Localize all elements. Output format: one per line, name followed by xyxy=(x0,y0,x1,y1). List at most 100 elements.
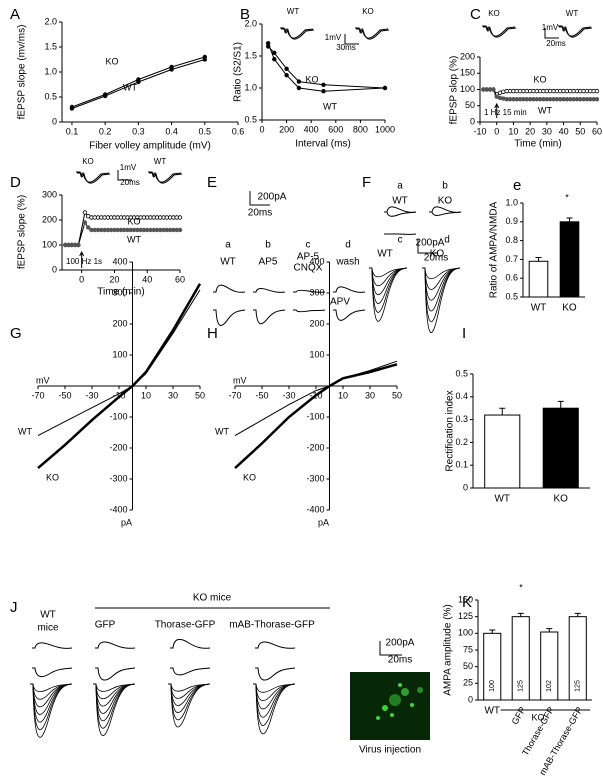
panel-letter: E xyxy=(207,174,217,191)
error-bar xyxy=(499,407,506,416)
y-tick-label: 2.0 xyxy=(44,16,57,26)
trace-label: mice xyxy=(37,623,59,634)
value-label: 125 xyxy=(575,680,582,692)
x-tick-label: -50 xyxy=(58,390,71,400)
panel-letter: B xyxy=(240,6,250,23)
trace-label: d xyxy=(345,240,351,251)
y-tick-label: 100 xyxy=(309,349,324,359)
marker xyxy=(169,67,174,72)
x-tick-label: 800 xyxy=(353,124,368,134)
series-label: KO xyxy=(243,472,256,482)
scale-bar xyxy=(344,34,359,45)
trace xyxy=(170,667,211,676)
y-axis-label: fEPSP slope (%) xyxy=(17,195,28,269)
trace-label: c xyxy=(398,235,403,246)
y-tick-label: 100 xyxy=(458,628,473,638)
x-tick-label: WT xyxy=(484,706,500,717)
y-tick-label: -100 xyxy=(109,411,127,421)
series-label: KO xyxy=(105,56,118,66)
series-label: WT xyxy=(18,426,32,436)
annotation: * xyxy=(519,582,523,592)
marker xyxy=(76,242,81,248)
x-tick-label: 10 xyxy=(338,390,348,400)
trace xyxy=(255,641,296,649)
trace xyxy=(384,211,417,217)
marker xyxy=(382,85,388,91)
error-bar xyxy=(574,612,581,617)
trace-label: Virus injection xyxy=(359,745,421,756)
error-bar xyxy=(535,257,542,262)
series-label: WT xyxy=(123,82,137,92)
y-tick-label: 0.5 xyxy=(455,368,468,378)
trace-label: AP5 xyxy=(259,257,278,268)
trace xyxy=(168,683,211,728)
annotation: 1mV xyxy=(120,163,137,172)
x-axis-label: mV xyxy=(233,375,247,385)
marker xyxy=(86,225,91,230)
trace xyxy=(95,667,136,681)
x-tick-label: -70 xyxy=(228,390,241,400)
x-axis-label: mV xyxy=(36,375,50,385)
y-axis-label: pA xyxy=(318,517,329,527)
y-tick-label: 200 xyxy=(112,318,127,328)
y-tick-label: 0.5 xyxy=(44,91,57,101)
scale-bar xyxy=(417,239,438,254)
y-tick-label: 300 xyxy=(112,287,127,297)
x-tick-label: WT xyxy=(531,303,547,314)
series-label: WT xyxy=(215,426,229,436)
y-axis-label: Ratio (S2/S1) xyxy=(233,42,244,102)
marker xyxy=(102,93,108,99)
panel-letter: I xyxy=(462,325,466,342)
error-bar xyxy=(566,217,573,222)
marker xyxy=(272,57,277,62)
y-tick-label: 0 xyxy=(468,694,473,704)
trace-label: AP-5 xyxy=(297,252,320,263)
y-tick-label: 300 xyxy=(309,287,324,297)
annotation: * xyxy=(565,192,569,202)
x-tick-label: -10 xyxy=(473,126,486,136)
bar xyxy=(528,260,549,298)
y-axis-label: fEPSP slope (mv/ms) xyxy=(17,25,28,120)
trace xyxy=(213,284,246,293)
virus-image xyxy=(350,672,430,740)
x-axis-label: Interval (ms) xyxy=(295,139,351,150)
y-tick-label: 50 xyxy=(465,100,475,110)
marker xyxy=(82,220,88,225)
y-tick-label: 0.8 xyxy=(505,235,518,245)
y-tick-label: -300 xyxy=(109,473,127,483)
panel-letter: C xyxy=(470,6,481,23)
y-tick-label: 0.5 xyxy=(244,114,257,124)
y-axis-label: Rectification index xyxy=(445,390,456,471)
panel-letter: G xyxy=(10,325,22,342)
annotation: 100 Hz 1s xyxy=(66,257,102,266)
series-line xyxy=(234,363,398,470)
y-tick-label: 125 xyxy=(458,611,473,621)
marker xyxy=(177,227,183,233)
y-tick-label: 200 xyxy=(460,51,475,61)
y-tick-label: 150 xyxy=(460,68,475,78)
x-tick-label: -50 xyxy=(255,390,268,400)
trace xyxy=(253,288,286,293)
trace-label: 20ms xyxy=(248,208,272,219)
y-tick-label: 0.5 xyxy=(505,291,518,301)
series-label: KO xyxy=(533,74,546,84)
trace xyxy=(422,267,461,333)
annotation: KO xyxy=(488,9,500,18)
y-tick-label: 0.2 xyxy=(455,437,468,447)
annotation: 30ms xyxy=(336,43,356,52)
x-tick-label: 30 xyxy=(365,390,375,400)
y-tick-label: 75 xyxy=(463,644,473,654)
y-tick-label: 150 xyxy=(458,594,473,604)
marker xyxy=(284,72,289,78)
x-tick-label: 200 xyxy=(279,124,294,134)
y-tick-label: 100 xyxy=(460,84,475,94)
x-tick-label: 0.2 xyxy=(99,126,112,136)
value-label: 102 xyxy=(546,680,553,692)
trace xyxy=(356,28,390,40)
y-tick-label: 1.0 xyxy=(44,66,57,76)
y-tick-label: 200 xyxy=(309,318,324,328)
marker xyxy=(177,215,183,220)
y-tick-label: 25 xyxy=(463,678,473,688)
trace-label: d xyxy=(444,235,450,246)
